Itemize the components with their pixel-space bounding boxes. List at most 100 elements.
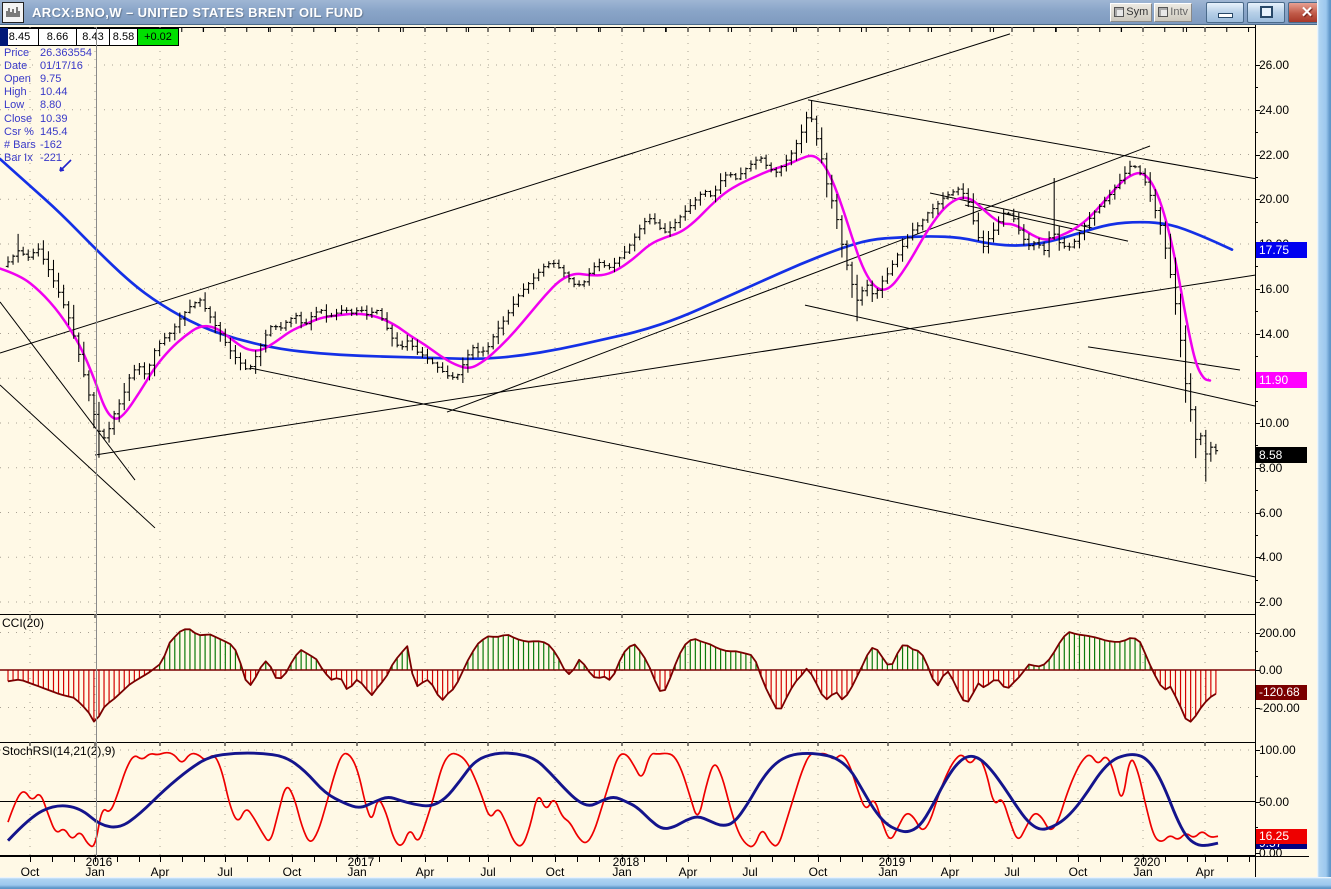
window-bottom-border — [0, 877, 1331, 889]
time-axis-month-label: Oct — [282, 865, 302, 879]
time-axis-tick — [292, 857, 293, 862]
time-axis-tick — [30, 857, 31, 862]
time-axis-tick — [909, 857, 911, 862]
maximize-button[interactable] — [1247, 1, 1285, 23]
time-axis-month-label: Oct — [20, 865, 40, 879]
time-axis-tick — [793, 857, 795, 862]
time-axis-tick — [993, 857, 995, 862]
info-box-row-label: Price — [4, 46, 30, 59]
cci-axis-label: -200.00 — [1259, 700, 1300, 715]
minimize-button[interactable] — [1206, 1, 1244, 23]
axis-tick — [1255, 176, 1258, 178]
time-axis-tick — [709, 857, 711, 862]
intv-button[interactable]: Intv — [1154, 2, 1192, 22]
crosshair-cursor-line — [96, 27, 97, 856]
time-axis-month-label: Jul — [480, 865, 496, 879]
axis-tick — [1255, 400, 1258, 402]
intv-button-label: Intv — [1170, 6, 1188, 18]
time-axis-tick — [1143, 857, 1144, 862]
time-axis-tick — [931, 857, 933, 862]
time-axis-tick — [181, 857, 183, 862]
time-axis-tick — [750, 857, 751, 862]
last-price-tag: 8.58 — [1256, 446, 1307, 463]
axis-tick — [1255, 534, 1258, 536]
axis-tick — [1255, 423, 1260, 424]
close-icon: ✕ — [1300, 3, 1314, 21]
time-axis-tick — [73, 857, 75, 862]
time-axis-tick — [268, 857, 270, 862]
maximize-icon — [1259, 6, 1273, 18]
time-axis-month-label: Jan — [85, 865, 105, 879]
minimize-icon — [1217, 13, 1233, 18]
time-axis-year-label: 2020 — [1133, 855, 1161, 869]
info-box-row: High 10.44 — [4, 86, 92, 99]
price-axis-label: 26.00 — [1259, 58, 1290, 72]
info-box-row-label: Date — [4, 59, 28, 72]
time-axis-month-label: Oct — [1068, 865, 1088, 879]
time-axis-tick — [950, 857, 951, 862]
time-axis-tick — [95, 857, 96, 862]
sym-button[interactable]: Sym — [1110, 2, 1153, 22]
info-box-row-value: 10.39 — [40, 112, 68, 125]
info-box-row-value: -162 — [40, 138, 63, 151]
info-box-row-label: Close — [4, 112, 33, 125]
title-bar[interactable]: ARCX:BNO,W – UNITED STATES BRENT OIL FUN… — [0, 0, 1331, 25]
time-axis-month-label: Oct — [808, 865, 828, 879]
quote-high-cell: 8.66 — [38, 28, 77, 46]
cursor-info-box: Price 26.363554 Date 01/17/16 Open 9.75 High 10… — [4, 46, 92, 165]
info-box-row: Close 10.39 — [4, 112, 92, 125]
info-box-row-value: 26.363554 — [40, 46, 92, 59]
axis-tick — [1255, 853, 1260, 854]
quote-row: 8.45 8.66 8.43 8.58 +0.02 — [0, 28, 179, 46]
time-axis-tick — [1121, 857, 1123, 862]
price-axis-label: 8.00 — [1259, 460, 1283, 475]
axis-tick — [1255, 65, 1260, 66]
axis-tick — [1255, 602, 1260, 603]
time-axis-tick — [731, 857, 733, 862]
time-axis-tick — [1055, 857, 1057, 862]
stochrsi-red-value-tag: 16.25 — [1256, 828, 1307, 844]
axis-tick — [1255, 333, 1260, 335]
info-box-row-label: Csr % — [4, 125, 34, 138]
time-axis-tick — [643, 857, 645, 862]
sym-button-label: Sym — [1126, 6, 1149, 18]
cci-axis-label: 200.00 — [1259, 625, 1296, 640]
sym-button-icon — [1114, 7, 1125, 17]
info-box-row-label: High — [4, 86, 27, 99]
quote-low-cell: 8.43 — [76, 28, 110, 46]
axis-tick — [1255, 579, 1258, 581]
time-axis-tick — [1164, 857, 1166, 862]
price-axis-label: 10.00 — [1259, 416, 1290, 430]
ma-blue-value-tag: 17.75 — [1256, 241, 1307, 258]
axis-tick — [1255, 132, 1258, 134]
time-axis-year-label: 2017 — [347, 855, 375, 869]
ma-magenta-value-tag: 11.90 — [1256, 372, 1307, 389]
axis-tick — [1255, 827, 1258, 829]
time-axis-year-label: 2016 — [85, 855, 113, 869]
axis-tick — [1255, 288, 1260, 290]
time-axis-month-label: Jan — [1133, 865, 1153, 879]
time-axis-month-label: Jan — [347, 865, 367, 879]
time-axis-year-label: 2019 — [878, 855, 906, 869]
time-axis-tick — [888, 857, 889, 862]
time-axis-tick — [51, 857, 53, 862]
price-axis-label: 2.00 — [1259, 595, 1283, 609]
axis-tick — [1255, 801, 1260, 803]
chart-glyph-icon — [6, 6, 20, 17]
info-box-row: Price 26.363554 — [4, 46, 92, 59]
time-axis-tick — [839, 857, 841, 862]
price-axis-label: 22.00 — [1259, 147, 1290, 162]
price-axis-label: 4.00 — [1259, 550, 1283, 565]
time-axis-tick — [771, 857, 773, 862]
axis-tick — [1255, 87, 1258, 89]
time-axis-tick — [818, 857, 819, 862]
axis-tick — [1255, 651, 1258, 653]
price-axis-label: 6.00 — [1259, 505, 1283, 520]
time-axis-month-label: Jul — [217, 865, 233, 879]
quote-close-cell: 8.58 — [109, 28, 138, 46]
time-axis-tick — [378, 857, 380, 862]
time-axis-tick — [246, 857, 248, 862]
info-box-row-label: Low — [4, 99, 25, 112]
info-box-row-value: 8.80 — [40, 99, 62, 112]
